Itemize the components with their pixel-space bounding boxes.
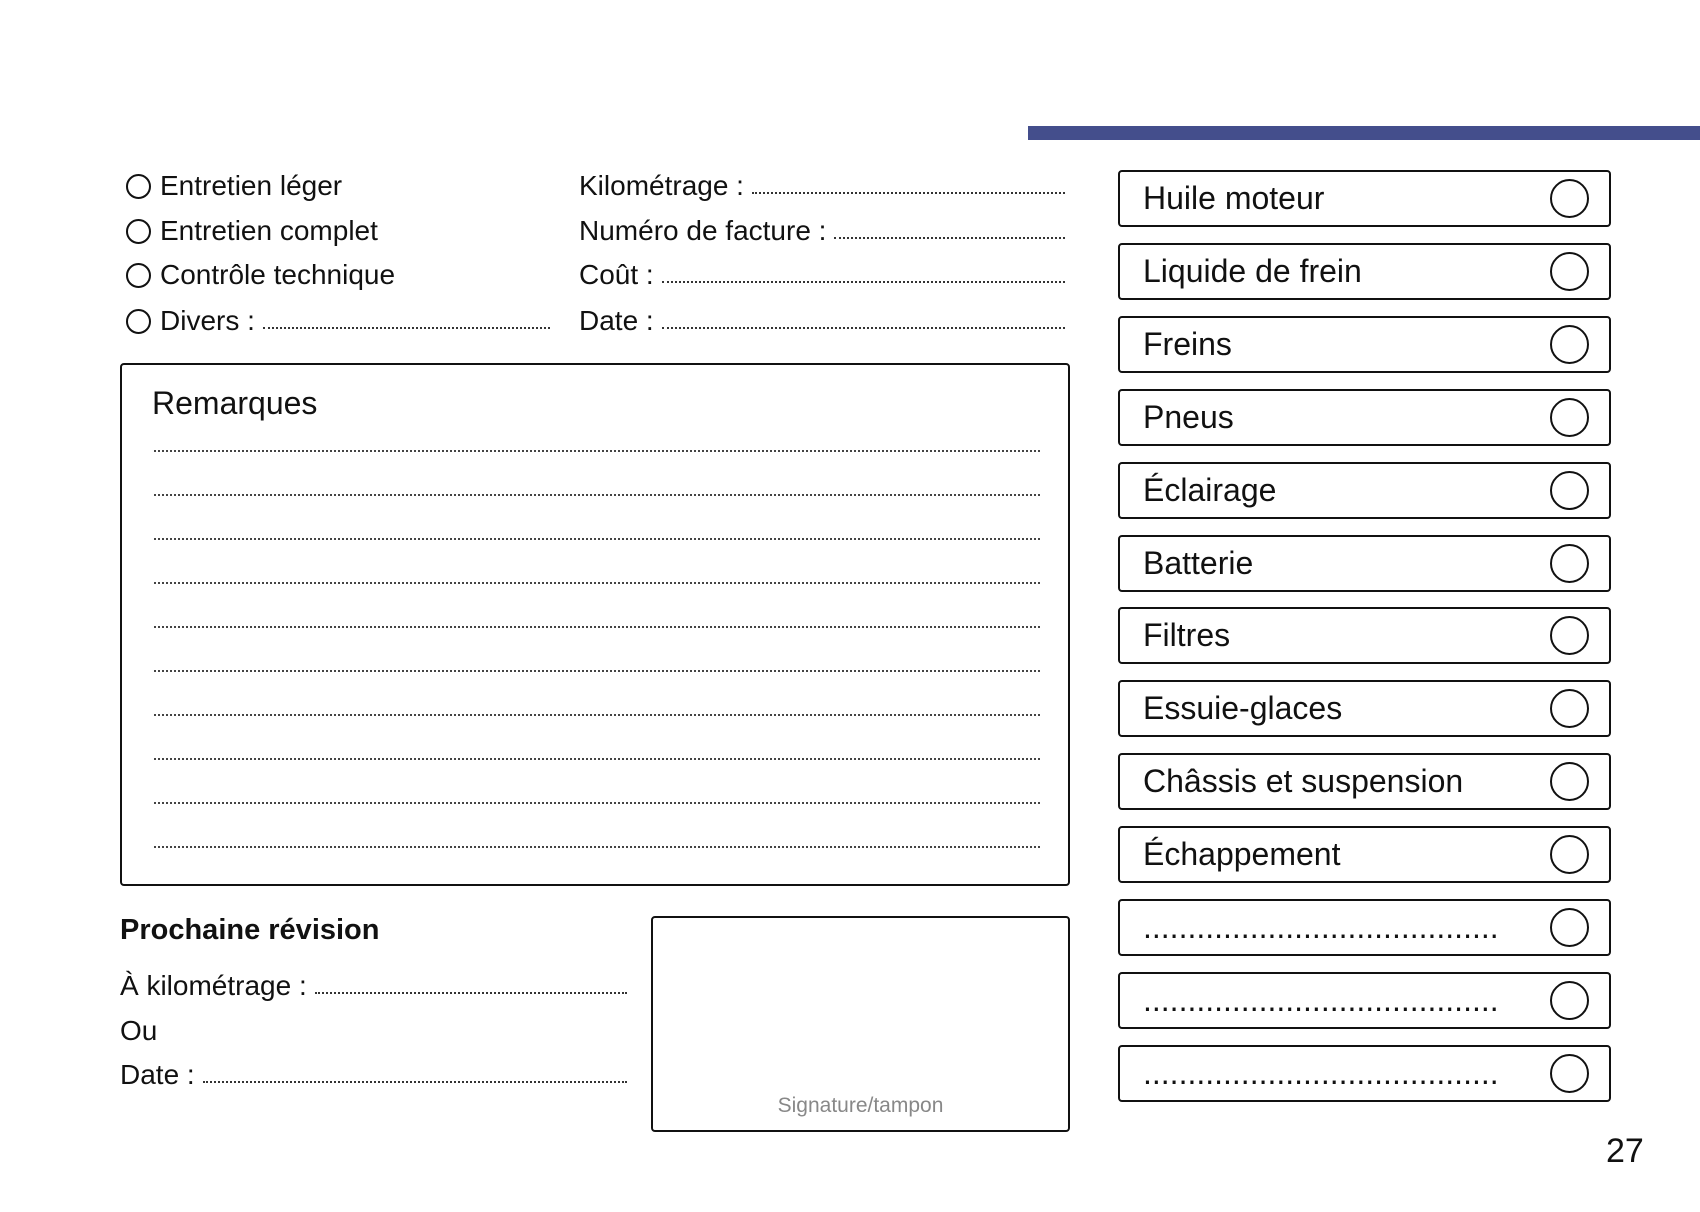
field-kilometrage[interactable]: Kilométrage :	[579, 169, 1065, 203]
remarks-line[interactable]	[154, 626, 1040, 628]
checkbox-circle-icon[interactable]	[1550, 397, 1589, 437]
checklist-label: Éclairage	[1143, 471, 1277, 508]
checklist-item[interactable]: Filtres	[1118, 607, 1611, 665]
radio-label: Entretien léger	[160, 170, 343, 201]
signature-box[interactable]: Signature/tampon	[651, 916, 1070, 1132]
checklist-label: Liquide de frein	[1143, 252, 1362, 289]
next-service-title: Prochaine révision	[120, 914, 380, 946]
checkbox-circle-icon[interactable]	[1550, 689, 1589, 729]
next-service-mileage[interactable]: À kilométrage :	[120, 969, 627, 1003]
checkbox-circle-icon[interactable]	[1550, 908, 1589, 947]
checklist-label: ........................................	[1143, 981, 1499, 1018]
checklist-label: Échappement	[1143, 836, 1341, 873]
checklist-item[interactable]: Liquide de frein	[1118, 242, 1611, 300]
remarks-line[interactable]	[154, 670, 1040, 672]
page-number: 27	[1606, 1132, 1644, 1170]
remarks-line[interactable]	[154, 846, 1040, 848]
radio-entretien-leger[interactable]: Entretien léger	[126, 169, 342, 203]
field-label: Date :	[579, 305, 654, 336]
remarks-line[interactable]	[154, 582, 1040, 584]
field-numero-facture[interactable]: Numéro de facture :	[579, 214, 1065, 248]
radio-entretien-complet[interactable]: Entretien complet	[126, 214, 378, 248]
checklist-label: Huile moteur	[1143, 180, 1325, 216]
field-label: Coût :	[579, 259, 654, 290]
checkbox-circle-icon[interactable]	[1550, 324, 1589, 364]
checklist-label: Freins	[1143, 325, 1232, 362]
field-label: Numéro de facture :	[579, 215, 827, 246]
radio-circle-icon[interactable]	[126, 173, 151, 199]
radio-label: Entretien complet	[160, 215, 378, 246]
checklist-item[interactable]: Pneus	[1118, 388, 1611, 446]
field-date[interactable]: Date :	[579, 304, 1065, 338]
field-input-line[interactable]	[661, 327, 1065, 329]
checklist-label: Châssis et suspension	[1143, 763, 1464, 800]
field-input-line[interactable]	[751, 192, 1065, 194]
checklist-item[interactable]: Éclairage	[1118, 461, 1611, 519]
field-input-line[interactable]	[314, 992, 627, 994]
field-cout[interactable]: Coût :	[579, 258, 1065, 292]
checklist-label: ........................................	[1143, 1054, 1499, 1091]
checkbox-circle-icon[interactable]	[1550, 470, 1589, 510]
checklist-label: Batterie	[1143, 544, 1254, 581]
radio-label: Divers :	[160, 305, 255, 336]
radio-circle-icon[interactable]	[126, 308, 151, 334]
field-input-line[interactable]	[661, 281, 1065, 283]
checklist-item[interactable]: Échappement	[1118, 826, 1611, 884]
next-service-date[interactable]: Date :	[120, 1058, 627, 1092]
remarks-line[interactable]	[154, 802, 1040, 804]
checkbox-circle-icon[interactable]	[1550, 980, 1589, 1020]
checklist-item[interactable]: Châssis et suspension	[1118, 753, 1611, 811]
radio-label: Contrôle technique	[160, 259, 396, 290]
checklist-item[interactable]: ........................................	[1118, 971, 1611, 1029]
header-accent-bar	[1028, 126, 1700, 140]
remarks-box[interactable]: Remarques	[120, 363, 1070, 886]
checkbox-circle-icon[interactable]	[1550, 616, 1589, 656]
checklist-label: Essuie-glaces	[1143, 690, 1343, 727]
field-label: Date :	[120, 1059, 195, 1090]
checklist-item[interactable]: Essuie-glaces	[1118, 680, 1611, 738]
remarks-title: Remarques	[152, 385, 318, 421]
or-label: Ou	[120, 1015, 158, 1046]
next-service-or: Ou	[120, 1014, 157, 1048]
checkbox-circle-icon[interactable]	[1550, 1053, 1589, 1093]
checkbox-circle-icon[interactable]	[1550, 762, 1589, 802]
checklist-label: Pneus	[1143, 398, 1234, 435]
radio-circle-icon[interactable]	[126, 218, 151, 244]
field-label: À kilométrage :	[120, 970, 307, 1001]
radio-controle-technique[interactable]: Contrôle technique	[126, 258, 395, 292]
checkbox-circle-icon[interactable]	[1550, 543, 1589, 583]
remarks-line[interactable]	[154, 450, 1040, 452]
divers-input-line[interactable]	[262, 327, 550, 329]
field-input-line[interactable]	[202, 1081, 627, 1083]
field-input-line[interactable]	[834, 237, 1065, 239]
checklist-label: Filtres	[1143, 617, 1231, 654]
checklist-label: ........................................	[1143, 909, 1499, 945]
remarks-line[interactable]	[154, 758, 1040, 760]
radio-circle-icon[interactable]	[126, 262, 151, 288]
checkbox-circle-icon[interactable]	[1550, 835, 1589, 875]
radio-divers[interactable]: Divers :	[126, 304, 550, 338]
signature-label: Signature/tampon	[777, 1094, 944, 1117]
checklist-item[interactable]: ........................................	[1118, 899, 1611, 956]
checkbox-circle-icon[interactable]	[1550, 251, 1589, 291]
checklist-item[interactable]: Freins	[1118, 315, 1611, 373]
remarks-line[interactable]	[154, 714, 1040, 716]
remarks-line[interactable]	[154, 538, 1040, 540]
field-label: Kilométrage :	[579, 170, 744, 201]
remarks-line[interactable]	[154, 494, 1040, 496]
checklist-item[interactable]: ........................................	[1118, 1044, 1611, 1102]
checklist-item[interactable]: Batterie	[1118, 534, 1611, 592]
checklist-item[interactable]: Huile moteur	[1118, 170, 1611, 227]
checkbox-circle-icon[interactable]	[1550, 179, 1589, 218]
